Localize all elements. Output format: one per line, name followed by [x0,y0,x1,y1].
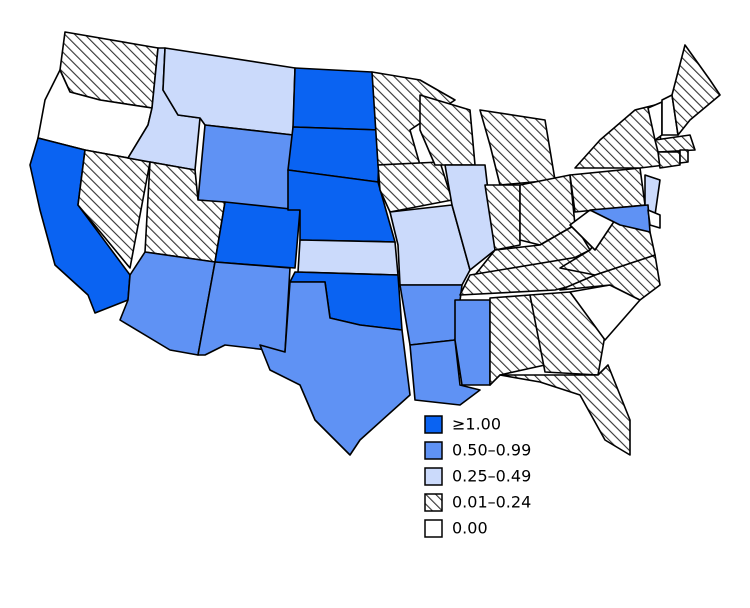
state [454,299,491,386]
legend-swatch [424,441,443,460]
state [654,134,696,153]
state [419,94,476,166]
legend-label: 0.00 [452,519,488,538]
legend-label: 0.50–0.99 [452,441,531,460]
state [399,284,463,346]
legend-swatch [424,493,443,512]
state [679,149,689,164]
legend: ≥1.00 0.50–0.99 0.25–0.49 0.01–0.24 0.00 [424,415,531,538]
state [569,167,646,213]
state [297,239,399,276]
state [259,281,411,456]
legend-label: 0.25–0.49 [452,467,531,486]
state [589,204,651,233]
legend-label: ≥1.00 [452,415,501,434]
legend-label: 0.01–0.24 [452,493,531,512]
state [671,44,721,136]
state [489,294,546,386]
state [484,184,521,251]
state [657,151,681,169]
state [479,109,556,186]
legend-swatch [424,519,443,538]
state [444,164,496,271]
legend-swatch [424,467,443,486]
state [499,364,631,456]
state [197,124,294,211]
state [647,209,661,229]
state [214,201,301,269]
state [292,67,381,131]
states [29,31,721,456]
legend-swatch [424,415,443,434]
state [377,161,453,213]
state [197,261,291,356]
